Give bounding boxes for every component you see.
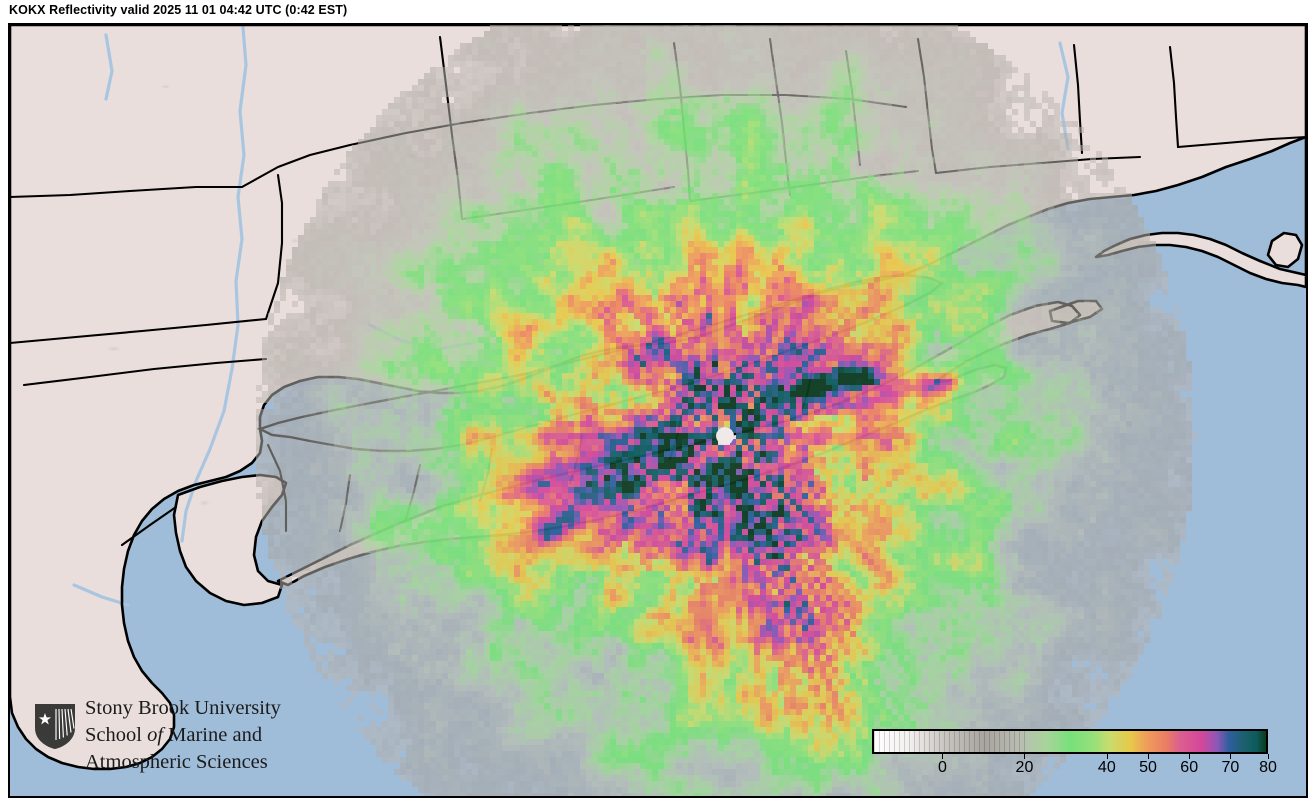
logo-line-3: Atmospheric Sciences <box>85 751 268 774</box>
colorbar-tick-label: 0 <box>938 759 947 776</box>
radar-reflectivity-layer <box>10 25 1306 796</box>
colorbar-tick-label: 40 <box>1097 759 1116 776</box>
colorbar-tick-label: 80 <box>1259 759 1277 776</box>
page-title: KOKX Reflectivity valid 2025 11 01 04:42… <box>9 3 348 17</box>
colorbar-tick <box>1024 754 1026 759</box>
logo-line-1: Stony Brook University <box>85 697 281 719</box>
logo-line-2b: of <box>147 724 164 747</box>
colorbar-tick <box>1230 754 1232 759</box>
colorbar-tick <box>1189 754 1191 759</box>
map-frame[interactable] <box>8 23 1308 798</box>
colorbar-tick-label: 50 <box>1139 759 1157 776</box>
logo-line-2: School of Marine and <box>85 722 281 749</box>
colorbar-gradient-box[interactable] <box>872 729 1268 754</box>
logo-line-2a: School <box>85 724 148 747</box>
logo-line-2c: Marine and <box>163 724 263 747</box>
colorbar-tick <box>1106 754 1108 759</box>
colorbar-tick <box>942 754 944 759</box>
colorbar-stripe-overlay <box>874 731 1027 752</box>
map-canvas[interactable] <box>10 25 1306 796</box>
institution-name: Stony Brook University School of Marine … <box>85 695 281 776</box>
colorbar-tick-label: 20 <box>1015 759 1034 776</box>
colorbar[interactable]: 0 20 40 50 60 70 80 <box>864 729 1277 785</box>
stony-brook-shield-icon <box>35 704 75 749</box>
colorbar-gradient <box>874 731 1266 752</box>
colorbar-tick <box>1148 754 1149 759</box>
colorbar-tick-label: 70 <box>1221 759 1240 776</box>
colorbar-tick <box>1268 754 1269 759</box>
colorbar-tick-label: 60 <box>1180 759 1199 776</box>
institution-logo: Stony Brook University School of Marine … <box>34 695 281 776</box>
